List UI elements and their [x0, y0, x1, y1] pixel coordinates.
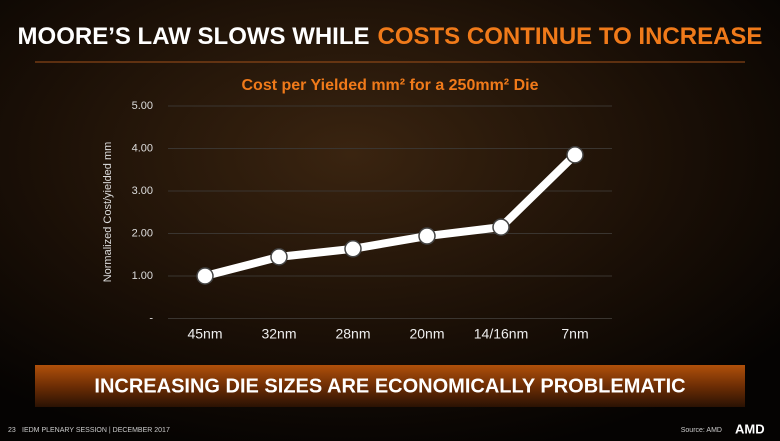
plot-area: - 1.00 2.00 3.00 4.00 5.00 45nm 32nm 28nm 20nm 14/…: [132, 100, 612, 342]
x-tick-label: 20nm: [409, 326, 444, 342]
y-tick-label: 2.00: [132, 227, 153, 239]
data-point: [344, 240, 362, 258]
data-point: [492, 218, 510, 236]
x-tick-label: 7nm: [561, 326, 588, 342]
x-tick-label: 45nm: [187, 326, 222, 342]
data-point: [196, 267, 214, 285]
title-highlight: COSTS CONTINUE TO INCREASE: [378, 23, 763, 50]
source: Source: AMD: [681, 427, 722, 434]
banner: [35, 365, 745, 407]
y-tick-label: 1.00: [132, 270, 153, 282]
y-tick-label: 5.00: [132, 100, 153, 112]
y-tick-label: 4.00: [132, 142, 153, 154]
banner-text: INCREASING DIE SIZES ARE ECONOMICALLY PR…: [94, 375, 685, 397]
y-tick-label: -: [149, 312, 153, 324]
logo: AMD: [735, 421, 765, 436]
slide-title: MOORE’S LAW SLOWS WHILE COSTS CONTINUE TO…: [18, 23, 763, 50]
y-axis-label: Normalized Cost/yielded mm: [102, 142, 114, 283]
data-point: [418, 227, 436, 245]
data-point: [566, 146, 584, 164]
data-point: [270, 248, 288, 266]
x-tick-label: 32nm: [261, 326, 296, 342]
y-tick-label: 3.00: [132, 185, 153, 197]
x-tick-label: 14/16nm: [474, 326, 528, 342]
page-number: 23: [8, 427, 16, 434]
footer: IEDM PLENARY SESSION | DECEMBER 2017: [22, 427, 170, 434]
title-main: MOORE’S LAW SLOWS WHILE: [18, 23, 370, 50]
x-tick-label: 28nm: [335, 326, 370, 342]
data-line: [203, 152, 578, 280]
chart-title: Cost per Yielded mm² for a 250mm² Die: [242, 77, 539, 94]
